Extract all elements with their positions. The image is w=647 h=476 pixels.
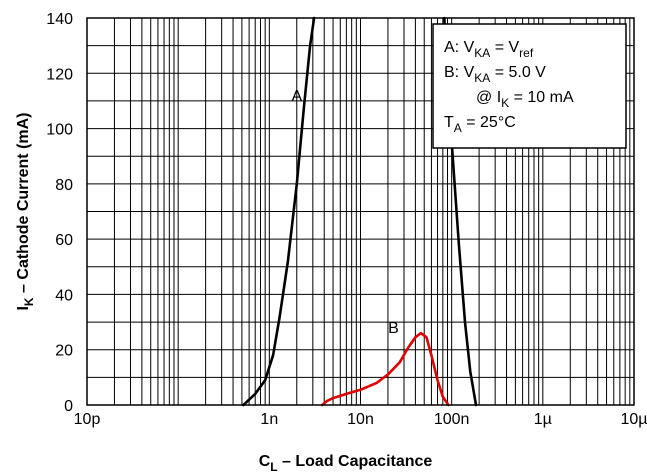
x-tick-label: 10n <box>347 411 374 428</box>
y-tick-label: 0 <box>64 398 73 415</box>
y-tick-label: 40 <box>55 287 73 304</box>
y-tick-label: 80 <box>55 177 73 194</box>
x-axis-title: CL – Load Capacitance <box>259 453 433 474</box>
x-tick-label: 1n <box>260 411 278 428</box>
curve-label-b: B <box>388 320 399 337</box>
x-tick-label: 1µ <box>534 411 552 428</box>
curve-label-a: A <box>291 88 302 105</box>
y-axis-title: IK – Cathode Current (mA) <box>15 112 36 310</box>
y-tick-label: 60 <box>55 232 73 249</box>
x-tick-label: 100n <box>434 411 470 428</box>
y-tick-label: 100 <box>46 122 73 139</box>
y-tick-label: 140 <box>46 11 73 28</box>
y-tick-label: 20 <box>55 343 73 360</box>
curve-labels: AB <box>291 88 398 337</box>
y-tick-label: 120 <box>46 66 73 83</box>
x-tick-label: 10p <box>74 411 101 428</box>
x-tick-label: 10µ <box>620 411 647 428</box>
series-b-line <box>322 333 448 405</box>
